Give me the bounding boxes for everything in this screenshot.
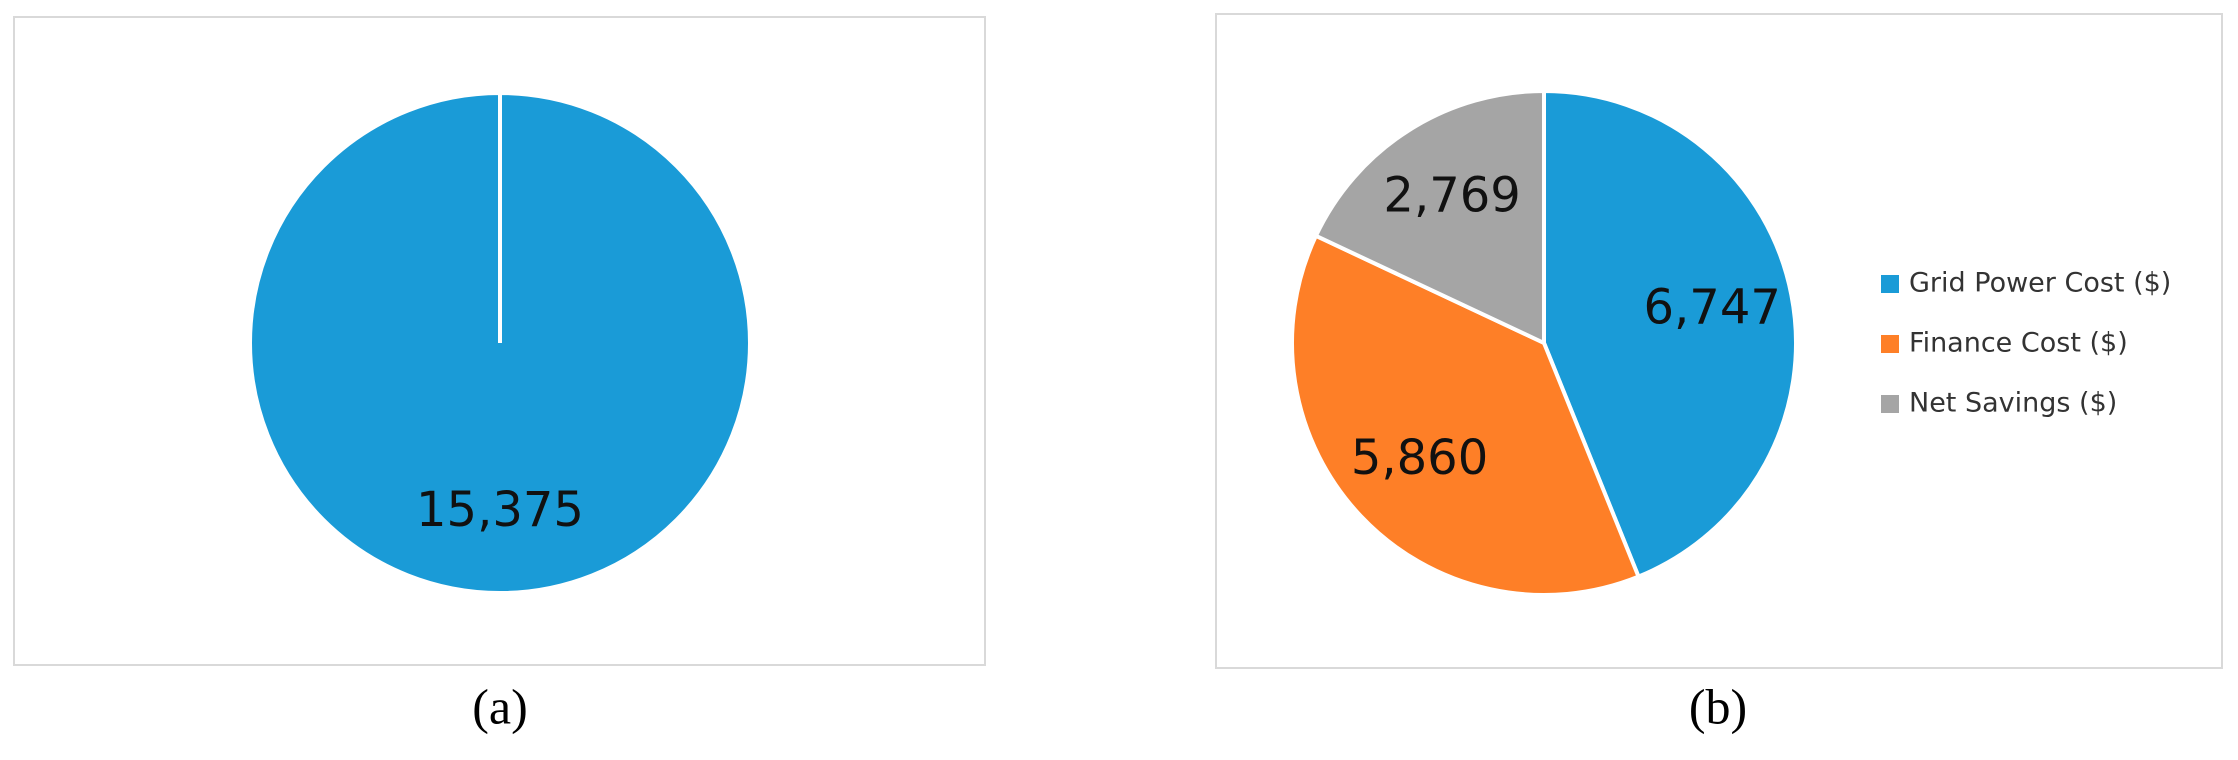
legend-label: Grid Power Cost ($) xyxy=(1909,268,2171,299)
legend-label: Net Savings ($) xyxy=(1909,388,2117,419)
pie-slice xyxy=(1313,88,1546,347)
pie-slice xyxy=(248,90,752,596)
legend-swatch xyxy=(1881,395,1899,413)
legend-label: Finance Cost ($) xyxy=(1909,328,2128,359)
caption: (b) xyxy=(1689,678,1747,734)
caption: (a) xyxy=(472,678,528,734)
legend-swatch xyxy=(1881,275,1899,293)
pie-slice xyxy=(1290,233,1642,597)
data-label: 5,860 xyxy=(1351,430,1488,486)
data-label: 6,747 xyxy=(1643,279,1780,335)
data-label: 15,375 xyxy=(416,482,584,538)
legend-swatch xyxy=(1881,335,1899,353)
pie-slice xyxy=(1542,88,1798,580)
data-label: 2,769 xyxy=(1383,167,1520,223)
